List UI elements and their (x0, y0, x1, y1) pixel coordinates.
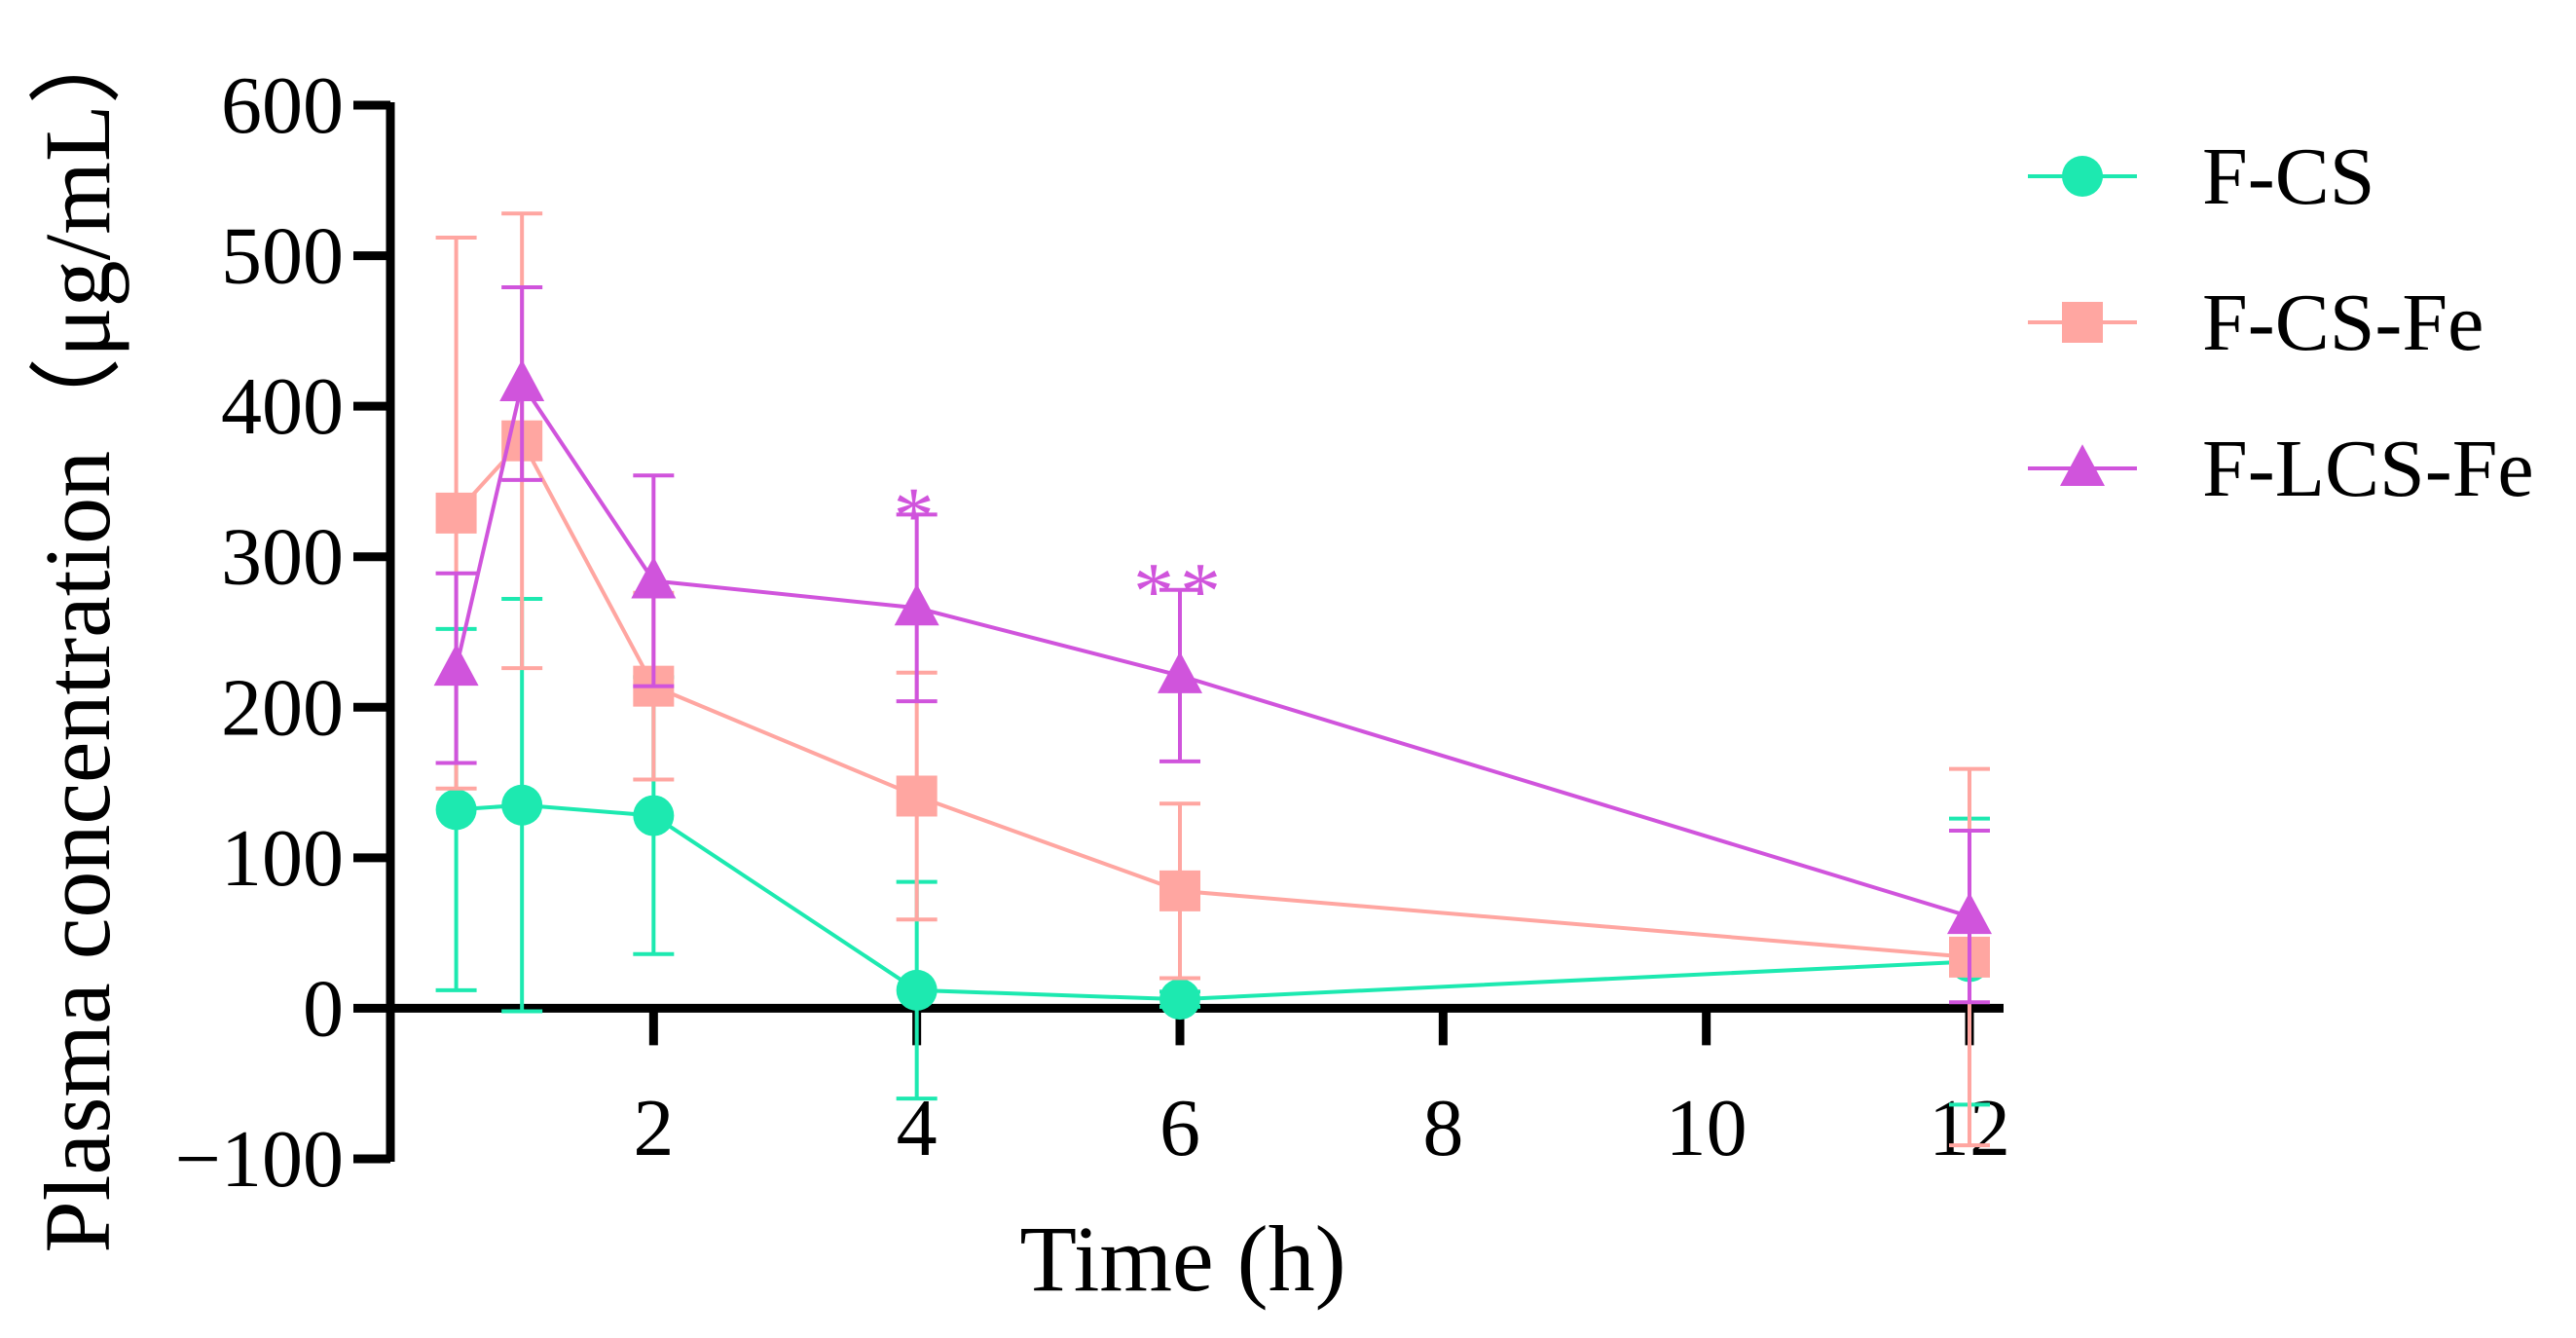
legend-label: F-CS (2202, 131, 2374, 222)
legend-label: F-CS-Fe (2202, 278, 2484, 368)
y-tick-label: 200 (221, 662, 344, 753)
data-point (433, 644, 479, 687)
data-point (435, 789, 477, 831)
legend-item-F-CS: F-CS (2028, 131, 2374, 222)
x-tick-label: 6 (1159, 1083, 1200, 1173)
legend-marker (2062, 302, 2103, 343)
x-tick-label: 10 (1666, 1083, 1748, 1173)
legend-marker (2060, 444, 2105, 486)
data-point (633, 795, 675, 836)
legend-item-F-LCS-Fe: F-LCS-Fe (2028, 424, 2534, 514)
data-point (1159, 870, 1200, 911)
legend: F-CS F-CS-Fe F-LCS-Fe (2028, 131, 2534, 514)
data-point (1159, 979, 1200, 1021)
y-tick-label: −100 (175, 1114, 344, 1205)
y-tick-label: 100 (221, 813, 344, 904)
series-line (456, 802, 1970, 1002)
y-axis-title: Plasma concentration（μg/mL） (25, 11, 129, 1252)
data-point (631, 556, 677, 599)
x-axis-title: Time (h) (1019, 1207, 1345, 1311)
x-tick-label: 2 (633, 1083, 674, 1173)
y-tick-label: 600 (221, 60, 344, 151)
data-point (501, 784, 543, 826)
y-tick-label: 500 (221, 211, 344, 302)
series-layer (433, 211, 1992, 1148)
series-F-LCS-Fe (433, 285, 1992, 1005)
data-point (1158, 651, 1202, 693)
series-line (454, 378, 1970, 919)
y-tick-label: 0 (303, 963, 344, 1054)
y-tick-label: 300 (221, 512, 344, 603)
data-point (894, 583, 939, 626)
legend-marker (2062, 156, 2103, 197)
data-point (499, 359, 545, 401)
data-point (435, 492, 477, 534)
data-point (896, 969, 938, 1011)
annotations: *** (894, 471, 1227, 637)
significance-marker: ** (1133, 546, 1227, 637)
x-tick-label: 8 (1422, 1083, 1463, 1173)
data-point (896, 775, 938, 817)
legend-label: F-LCS-Fe (2202, 424, 2534, 514)
data-point (1947, 892, 1992, 935)
y-tick-label: 400 (221, 361, 344, 452)
significance-marker: * (894, 471, 940, 562)
series-line (455, 437, 1970, 959)
legend-item-F-CS-Fe: F-CS-Fe (2028, 278, 2484, 368)
